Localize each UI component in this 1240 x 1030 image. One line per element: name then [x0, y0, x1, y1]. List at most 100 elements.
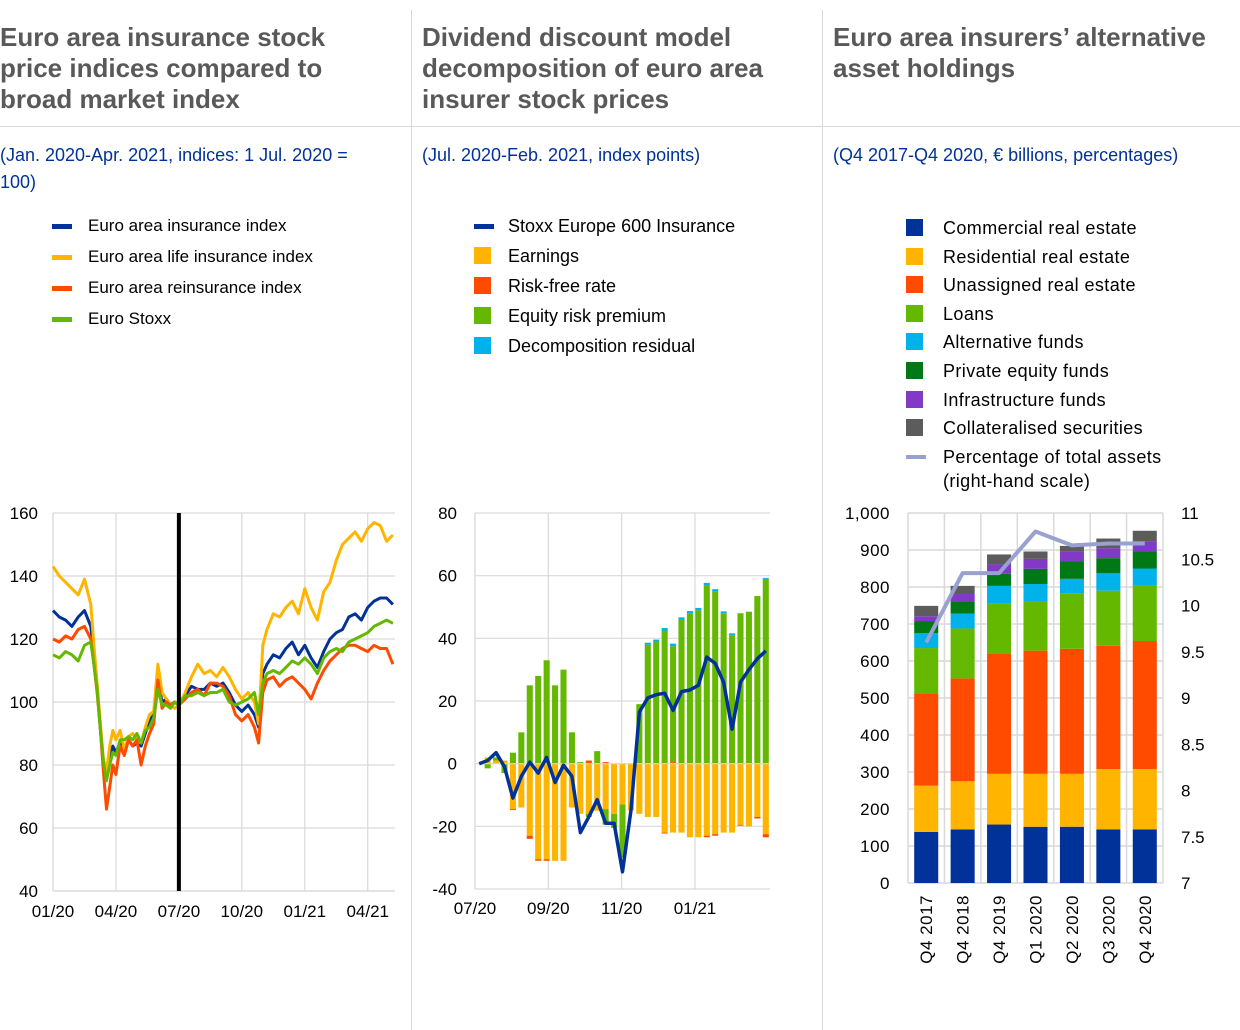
bar-segment: [720, 763, 727, 833]
y-tick-label: 40: [19, 882, 38, 901]
y-tick-label: -40: [432, 880, 457, 899]
bar-segment: [678, 617, 685, 620]
bar-segment: [526, 763, 533, 836]
bar-segment: [484, 763, 491, 769]
bar-segment: [754, 596, 761, 764]
x-tick-label: 11/20: [601, 899, 642, 918]
bar-segment: [914, 605, 939, 617]
bar-segment: [543, 859, 550, 861]
legend-label: Collateralised securities: [943, 418, 1144, 439]
bar-segment: [720, 611, 727, 614]
bar-segment: [518, 732, 525, 764]
bar-segment: [1023, 584, 1048, 602]
y-tick-label: 0: [448, 755, 457, 774]
bar-segment: [1023, 601, 1048, 651]
bar-segment: [703, 582, 710, 586]
legend-swatch: [474, 337, 491, 354]
legend-label: Unassigned real estate: [943, 275, 1136, 296]
bar-segment: [661, 627, 668, 631]
bar-segment: [712, 763, 719, 835]
title-line: asset holdings: [833, 53, 1016, 83]
legend-label: Residential real estate: [943, 246, 1131, 267]
x-tick-label: Q2 2020: [1063, 895, 1082, 964]
bar-segment: [653, 639, 660, 642]
bar-segment: [1096, 548, 1121, 559]
bar-segment: [552, 763, 559, 861]
bar-segment: [644, 763, 651, 817]
bar-segment: [611, 813, 618, 828]
bar-segment: [526, 835, 533, 839]
x-tick-label: Q4 2018: [954, 895, 973, 964]
legend-label: Euro Stoxx: [88, 309, 172, 328]
chart-title: Dividend discount model decomposition of…: [422, 22, 763, 115]
bar-segment: [695, 607, 702, 611]
bar-segment: [636, 704, 643, 764]
bar-segment: [1132, 541, 1157, 552]
bar-segment: [987, 564, 1012, 574]
bar-segment: [627, 763, 634, 811]
bar-segment: [1132, 641, 1157, 770]
x-tick-label: 09/20: [527, 899, 570, 918]
panel-divider-1: [411, 10, 412, 1030]
bar-segment: [1059, 648, 1084, 774]
legend-label: Private equity funds: [943, 360, 1110, 381]
bar-segment: [577, 763, 584, 814]
subtitle-line: (Q4 2017-Q4 2020, € billions, percentage…: [833, 145, 1179, 165]
x-tick-label: 07/20: [454, 899, 497, 918]
bar-segment: [509, 752, 516, 764]
x-tick-label: Q4 2020: [1136, 895, 1155, 964]
bar-segment: [737, 763, 744, 825]
bar-segment: [987, 653, 1012, 774]
bar-segment: [1096, 645, 1121, 770]
series-line: [924, 529, 1145, 644]
legend-label: Alternative funds: [943, 332, 1084, 353]
legend-label: Euro area insurance index: [88, 216, 287, 235]
y-tick-label: 80: [19, 756, 38, 775]
legend-label: Loans: [943, 303, 995, 324]
bar-segment: [644, 642, 651, 645]
panel-divider-2: [822, 10, 823, 1030]
bar-segment: [1059, 593, 1084, 649]
bar-segment: [602, 809, 609, 825]
bar-segment: [585, 760, 592, 764]
legend-swatch: [906, 361, 923, 379]
x-tick-label: 01/21: [284, 902, 327, 921]
bar-segment: [950, 585, 975, 595]
bar-segment: [670, 646, 677, 763]
bar-segment: [1132, 530, 1157, 542]
bar-segment: [703, 835, 710, 838]
bar-segment: [560, 669, 567, 764]
bar-segment: [754, 763, 761, 817]
y-tick-label: 140: [10, 567, 38, 586]
x-tick-label: 04/20: [95, 902, 138, 921]
bar-segment: [712, 589, 719, 592]
legend-swatch: [52, 317, 72, 322]
x-tick-label: Q1 2020: [1027, 895, 1046, 964]
bar-segment: [1023, 568, 1048, 585]
legend-swatch: [474, 277, 491, 294]
bar-segment: [543, 660, 550, 764]
bar-segment: [543, 763, 550, 860]
y2-tick-label: 11: [1181, 504, 1199, 523]
y-tick-label: 700: [860, 615, 890, 634]
bar-segment: [619, 763, 626, 805]
y2-tick-label: 8.5: [1181, 735, 1205, 754]
legend-swatch: [906, 333, 923, 351]
bar-segment: [1023, 650, 1048, 774]
legend-swatch: [474, 224, 494, 229]
bar-segment: [914, 785, 939, 832]
bar-segment: [568, 732, 575, 764]
bar-segment: [1059, 578, 1084, 594]
series-line: [478, 649, 767, 874]
title-line: Dividend discount model: [422, 22, 732, 52]
panel-ddm-decomposition: Dividend discount model decomposition of…: [412, 0, 822, 1030]
bar-segment: [950, 628, 975, 679]
legend-swatch: [52, 255, 72, 260]
x-tick-label: Q4 2017: [917, 895, 936, 964]
bar-segment: [552, 685, 559, 764]
legend-swatch: [906, 304, 923, 322]
chart-subtitle: (Jan. 2020-Apr. 2021, indices: 1 Jul. 20…: [0, 142, 348, 196]
bar-segment: [686, 763, 693, 838]
bar-segment: [950, 829, 975, 883]
